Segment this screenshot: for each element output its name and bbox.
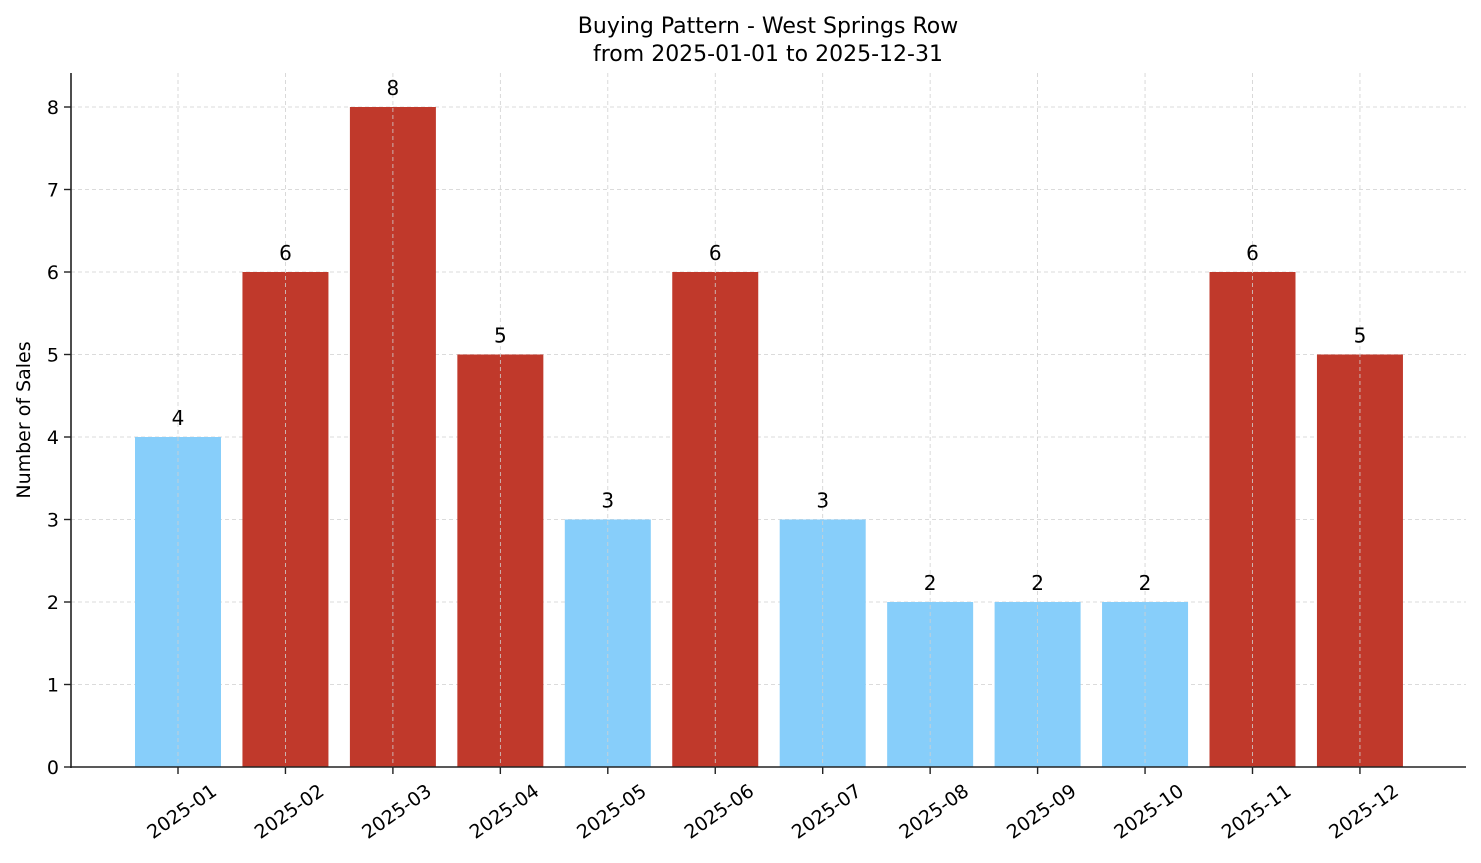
x-tick-label: 2025-04: [466, 780, 544, 844]
data-label: 5: [1354, 324, 1367, 348]
x-tick-label: 2025-08: [895, 780, 973, 844]
data-label: 3: [601, 489, 614, 513]
data-label: 4: [172, 406, 185, 430]
y-axis-label: Number of Sales: [13, 341, 35, 498]
x-tick-label: 2025-01: [143, 780, 221, 844]
x-tick-label: 2025-06: [680, 780, 758, 844]
x-tick-label: 2025-12: [1325, 780, 1403, 844]
y-tick-label: 3: [47, 510, 59, 532]
chart-title: Buying Pattern - West Springs Row: [578, 14, 958, 39]
x-tick-label: 2025-07: [788, 780, 866, 844]
data-label: 6: [709, 241, 722, 265]
data-label: 2: [1031, 571, 1044, 595]
y-tick-labels: 0 1 2 3 4 5 6 7 8: [47, 97, 71, 779]
y-tick-label: 1: [47, 675, 59, 697]
y-tick-label: 0: [47, 757, 59, 779]
y-tick-label: 5: [47, 345, 59, 367]
data-labels: 4 6 8 5 3 6 3 2 2 2 6 5: [172, 76, 1367, 595]
vertical-grid-lines: [177, 73, 1361, 767]
x-tick-label: 2025-09: [1003, 780, 1081, 844]
y-tick-label: 7: [47, 180, 59, 202]
y-tick-label: 8: [47, 97, 59, 119]
data-label: 5: [494, 324, 507, 348]
x-tick-label: 2025-02: [251, 780, 329, 844]
x-tick-labels: 2025-01 2025-02 2025-03 2025-04 2025-05 2025-…: [143, 767, 1403, 844]
data-label: 8: [387, 76, 400, 100]
x-tick-label: 2025-03: [358, 780, 436, 844]
y-tick-label: 4: [47, 427, 59, 449]
x-tick-label: 2025-11: [1218, 780, 1296, 844]
chart-subtitle: from 2025-01-01 to 2025-12-31: [593, 42, 943, 67]
x-tick-label: 2025-05: [573, 780, 651, 844]
data-label: 2: [924, 571, 937, 595]
y-tick-label: 6: [47, 262, 59, 284]
data-label: 6: [279, 241, 292, 265]
y-tick-label: 2: [47, 592, 59, 614]
bars: [135, 107, 1403, 767]
x-tick-label: 2025-10: [1110, 780, 1188, 844]
data-label: 3: [816, 489, 829, 513]
data-label: 2: [1139, 571, 1152, 595]
data-label: 6: [1246, 241, 1259, 265]
